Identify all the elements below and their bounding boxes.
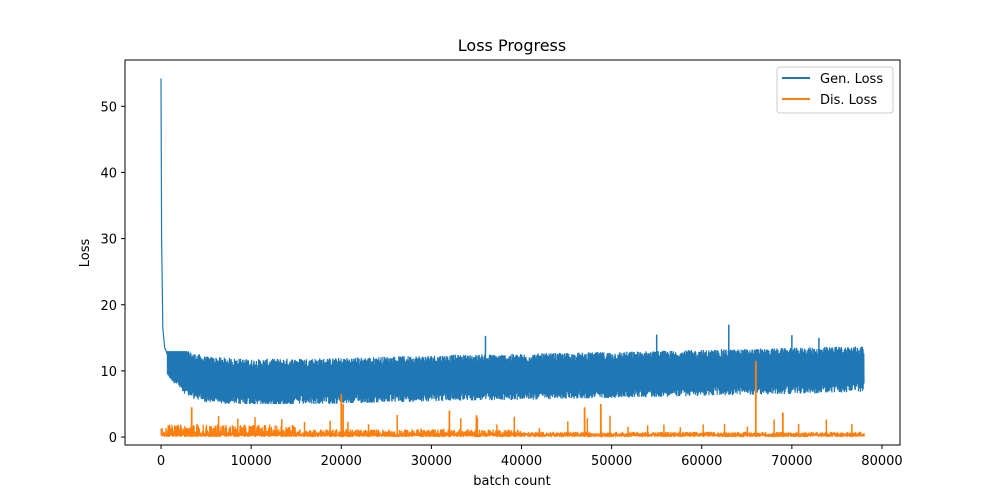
series-dis-loss: [160, 360, 865, 438]
x-axis-label: batch count: [473, 474, 551, 489]
series-gen-loss: [160, 78, 865, 405]
y-tick-label: 10: [100, 365, 117, 380]
chart-title: Loss Progress: [458, 36, 566, 55]
x-tick-label: 20000: [321, 454, 362, 469]
x-tick-label: 30000: [411, 454, 452, 469]
legend-label-dis-loss: Dis. Loss: [820, 93, 877, 108]
x-tick-label: 10000: [230, 454, 271, 469]
x-tick-label: 60000: [681, 454, 722, 469]
x-tick-label: 40000: [501, 454, 542, 469]
series-line-dis-loss: [160, 424, 865, 438]
y-tick-label: 0: [109, 431, 117, 446]
plot-frame: [124, 59, 901, 446]
legend: Gen. Loss Dis. Loss: [776, 66, 894, 114]
y-tick-label: 50: [100, 100, 117, 115]
x-axis: 0 10000 20000 30000 40000 50000 60000 70000 8000…: [157, 445, 903, 469]
x-tick-label: 80000: [861, 454, 902, 469]
y-tick-label: 40: [100, 166, 117, 181]
x-tick-label: 50000: [591, 454, 632, 469]
y-axis-label: Loss: [78, 239, 93, 268]
legend-label-gen-loss: Gen. Loss: [820, 72, 883, 87]
series-line-gen-loss: [160, 78, 865, 405]
plot-area: [160, 78, 865, 438]
y-axis: 0 10 20 30 40 50: [100, 100, 125, 446]
x-tick-label: 0: [157, 454, 165, 469]
y-tick-label: 20: [100, 299, 117, 314]
x-tick-label: 70000: [771, 454, 812, 469]
y-tick-label: 30: [100, 233, 117, 248]
